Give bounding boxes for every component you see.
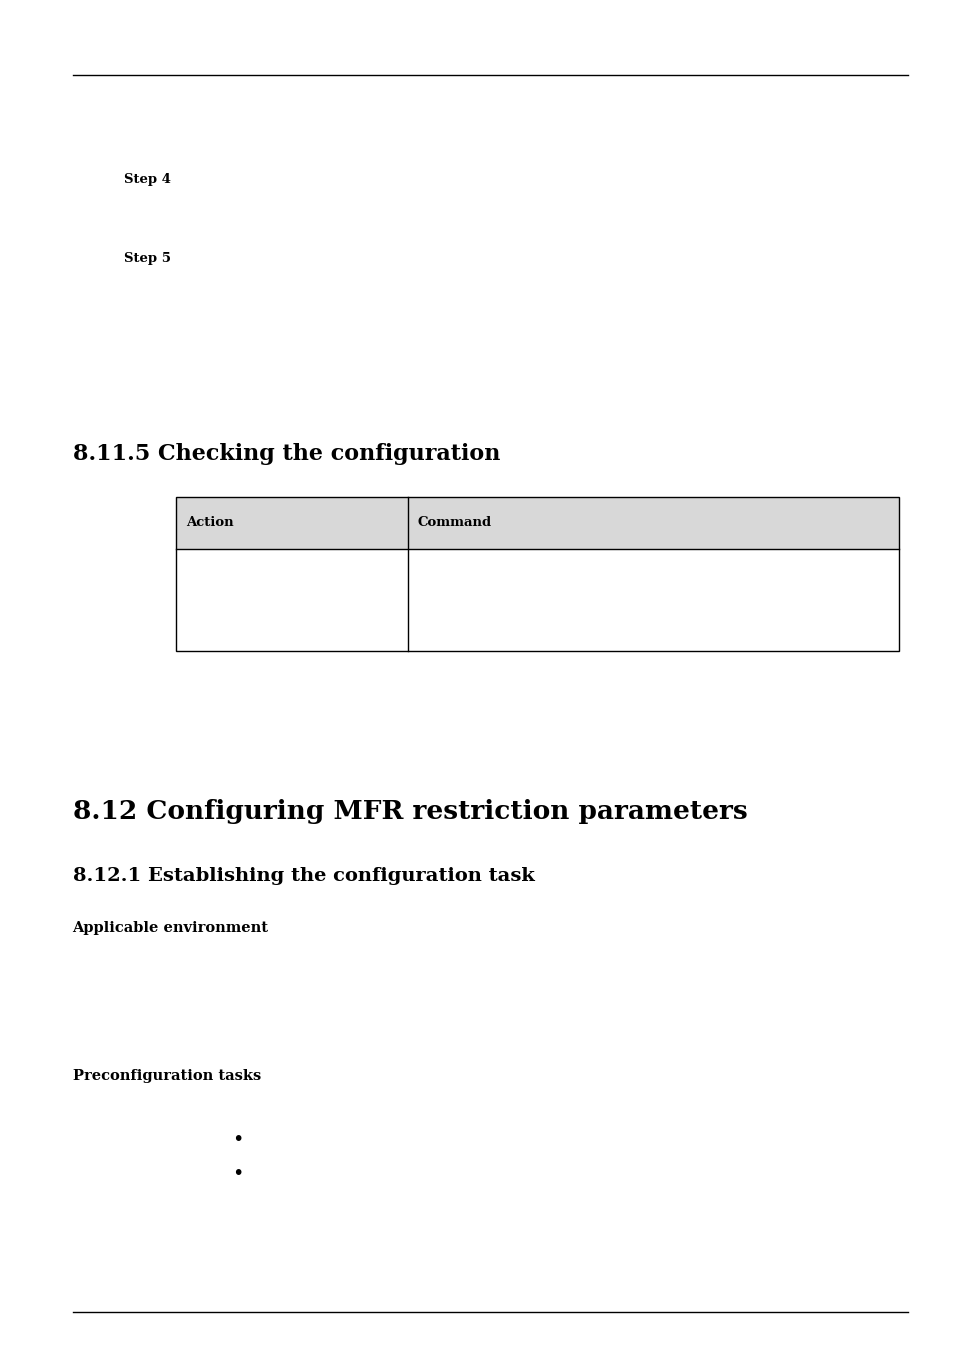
- Bar: [176, 497, 898, 549]
- Text: Applicable environment: Applicable environment: [72, 921, 268, 934]
- Text: •: •: [232, 1130, 243, 1149]
- Text: Step 4: Step 4: [124, 173, 171, 186]
- Text: 8.11.5 Checking the configuration: 8.11.5 Checking the configuration: [72, 443, 499, 464]
- Text: Action: Action: [186, 517, 233, 529]
- Text: 8.12.1 Establishing the configuration task: 8.12.1 Establishing the configuration ta…: [72, 867, 534, 884]
- Text: Preconfiguration tasks: Preconfiguration tasks: [72, 1069, 260, 1083]
- Bar: [176, 497, 898, 651]
- Text: Step 5: Step 5: [124, 252, 171, 266]
- Bar: [176, 497, 898, 651]
- Text: Command: Command: [417, 517, 492, 529]
- Text: 8.12 Configuring MFR restriction parameters: 8.12 Configuring MFR restriction paramet…: [72, 799, 746, 825]
- Text: •: •: [232, 1164, 243, 1183]
